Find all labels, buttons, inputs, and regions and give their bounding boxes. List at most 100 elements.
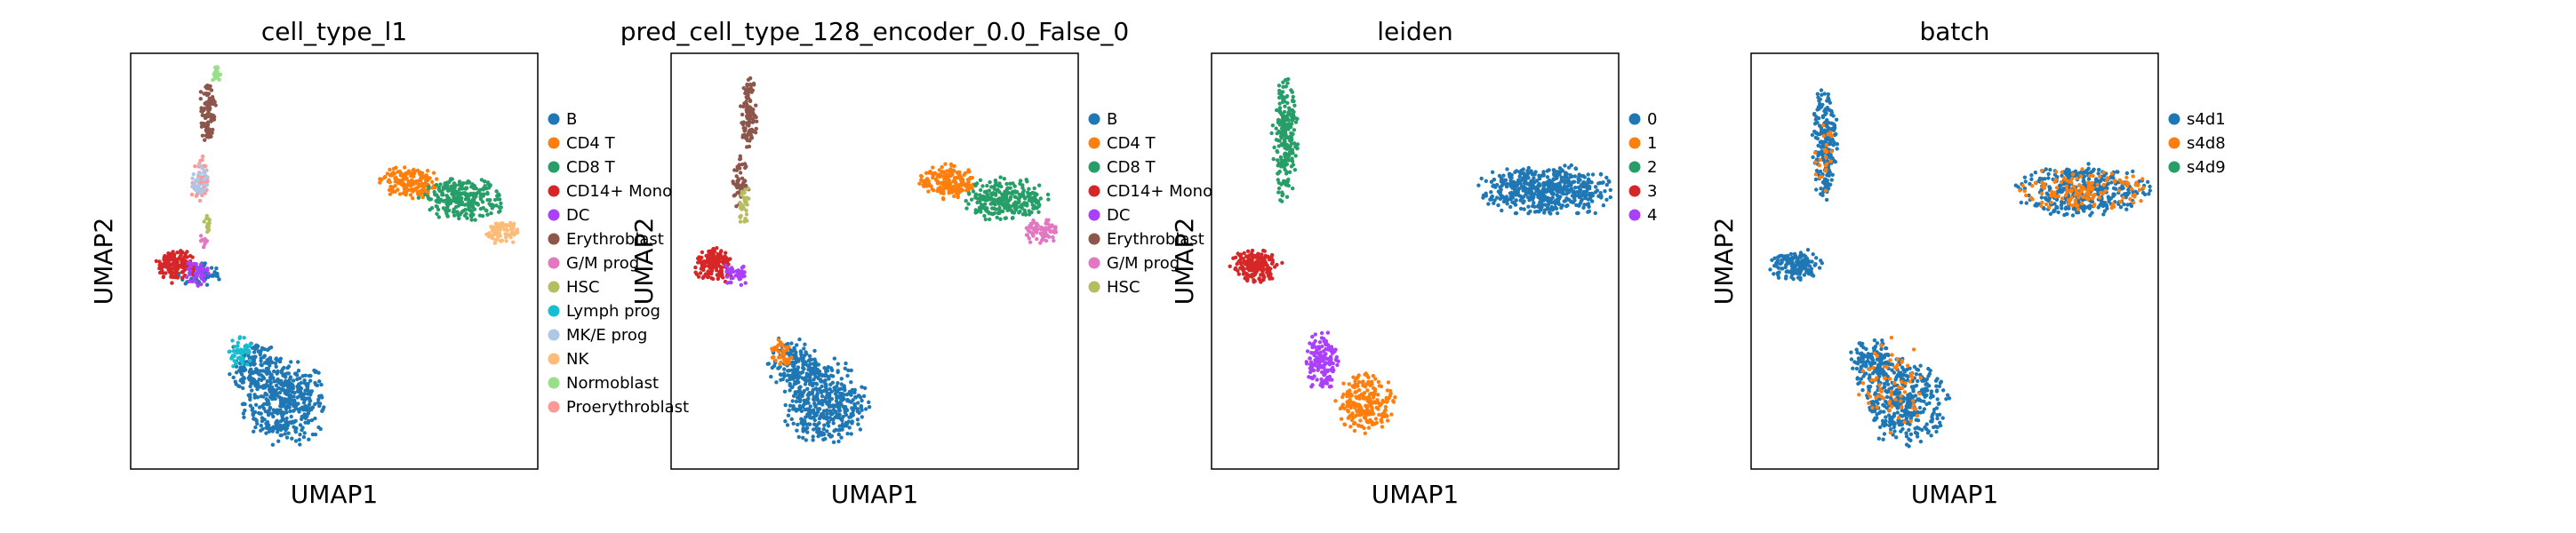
scatter-point (983, 202, 988, 206)
scatter-point (271, 376, 276, 380)
scatter-point (258, 352, 262, 357)
scatter-point (484, 208, 488, 212)
scatter-point (289, 360, 293, 364)
legend-marker (548, 137, 560, 149)
scatter-point (1361, 411, 1365, 416)
scatter-point (435, 193, 439, 197)
scatter-point (1476, 183, 1481, 187)
scatter-point (436, 186, 442, 190)
scatter-point (1292, 99, 1296, 104)
scatter-point (228, 372, 232, 377)
scatter-point (1031, 218, 1036, 223)
scatter-point (1275, 107, 1279, 113)
scatter-point (293, 403, 299, 408)
scatter-point (231, 375, 236, 380)
scatter-point (966, 187, 971, 191)
scatter-point (494, 203, 499, 208)
scatter-point (186, 266, 190, 271)
scatter-point (796, 357, 801, 362)
scatter-point (1572, 179, 1577, 184)
scatter-point (1371, 386, 1376, 391)
scatter-point (1547, 200, 1552, 205)
scatter-point (1319, 365, 1324, 370)
scatter-point (984, 189, 989, 194)
scatter-point (1319, 377, 1324, 382)
scatter-point (998, 217, 1003, 221)
scatter-point (1377, 384, 1382, 388)
scatter-point (238, 347, 244, 352)
scatter-point (1875, 341, 1880, 346)
scatter-point (206, 132, 211, 137)
scatter-point (719, 259, 724, 264)
legend-marker (1628, 161, 1641, 173)
scatter-point (715, 273, 719, 277)
scatter-point (1575, 211, 1580, 216)
scatter-point (966, 168, 971, 172)
scatter-point (386, 179, 390, 184)
scatter-point (496, 192, 500, 196)
scatter-point (274, 378, 279, 384)
scatter-point (1373, 417, 1379, 421)
scatter-point (1882, 385, 1887, 389)
scatter-point (788, 377, 792, 382)
scatter-point (460, 181, 464, 187)
scatter-point (202, 106, 207, 111)
scatter-point (1501, 178, 1506, 182)
scatter-point (286, 431, 291, 435)
scatter-point (250, 346, 255, 350)
scatter-point (1027, 195, 1032, 199)
scatter-point (841, 404, 846, 409)
scatter-point (776, 338, 780, 342)
scatter-point (252, 395, 257, 400)
scatter-point (833, 392, 838, 396)
scatter-point (232, 359, 236, 363)
scatter-point (782, 353, 787, 357)
scatter-point (1275, 148, 1279, 154)
scatter-point (1013, 195, 1019, 200)
scatter-point (274, 357, 278, 362)
scatter-point (284, 416, 289, 421)
scatter-point (728, 272, 732, 276)
scatter-point (840, 398, 845, 402)
scatter-point (825, 369, 830, 373)
scatter-point (1590, 172, 1596, 177)
scatter-point (814, 426, 819, 431)
scatter-point (1039, 225, 1044, 230)
scatter-point (1573, 186, 1578, 190)
scatter-point (1310, 334, 1315, 339)
scatter-point (198, 90, 204, 94)
scatter-point (493, 237, 498, 242)
scatter-point (402, 173, 406, 178)
panel-pred-cell-type: pred_cell_type_128_encoder_0.0_False_0 U… (620, 17, 1212, 509)
scatter-point (309, 418, 315, 423)
scatter-point (204, 239, 209, 243)
scatter-point (750, 88, 755, 92)
scatter-point (415, 181, 420, 186)
scatter-point (1270, 258, 1275, 263)
scatter-point (1339, 417, 1344, 421)
scatter-point (468, 208, 473, 213)
scatter-point (797, 389, 803, 394)
scatter-point (1535, 193, 1540, 197)
scatter-point (1290, 158, 1294, 163)
scatter-point (401, 177, 405, 181)
scatter-point (198, 274, 204, 279)
scatter-point (967, 192, 972, 196)
scatter-point (183, 254, 188, 259)
scatter-point (823, 436, 828, 442)
scatter-point (719, 266, 724, 270)
scatter-point (1929, 434, 1933, 438)
scatter-point (746, 90, 751, 95)
scatter-point (445, 204, 450, 209)
scatter-point (306, 411, 311, 416)
scatter-point (1563, 163, 1567, 168)
scatter-point (205, 175, 210, 179)
scatter-point (229, 356, 234, 361)
scatter-point (812, 366, 816, 370)
scatter-point (248, 403, 252, 408)
scatter-point (238, 351, 243, 355)
scatter-point (863, 407, 868, 411)
scatter-point (489, 225, 493, 229)
